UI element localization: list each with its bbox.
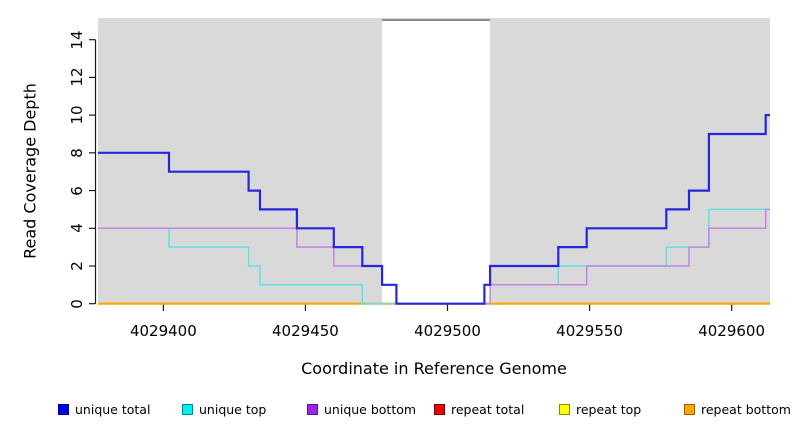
x-tick-label: 4029550 [556,322,623,340]
y-tick-label: 2 [68,261,86,271]
legend-label: unique bottom [324,402,417,417]
x-tick-label: 4029400 [129,322,197,340]
legend-label: repeat bottom [701,402,791,417]
y-tick-label: 10 [68,105,86,125]
y-axis-title: Read Coverage Depth [20,83,40,259]
legend-label: unique top [199,402,267,417]
gap-region-band [382,18,491,304]
legend-swatch-icon [559,404,570,415]
y-tick-label: 12 [68,67,86,87]
x-tick-label: 4029450 [272,322,339,340]
legend-label: unique total [75,402,151,417]
legend-label: repeat total [451,402,525,417]
legend-swatch-icon [182,404,193,415]
y-tick-label: 8 [68,148,86,158]
legend-swatch-icon [58,404,69,415]
legend-swatch-icon [307,404,318,415]
y-tick-label: 14 [68,30,86,50]
y-tick-label: 0 [68,298,86,309]
legend-label: repeat top [576,402,642,417]
x-tick-label: 4029500 [414,322,481,340]
y-tick-label: 6 [68,185,86,196]
x-axis-title: Coordinate in Reference Genome [301,359,567,378]
x-tick-label: 4029600 [698,322,766,340]
legend-swatch-icon [684,404,695,415]
legend-swatch-icon [434,404,445,415]
y-tick-label: 4 [68,223,86,234]
